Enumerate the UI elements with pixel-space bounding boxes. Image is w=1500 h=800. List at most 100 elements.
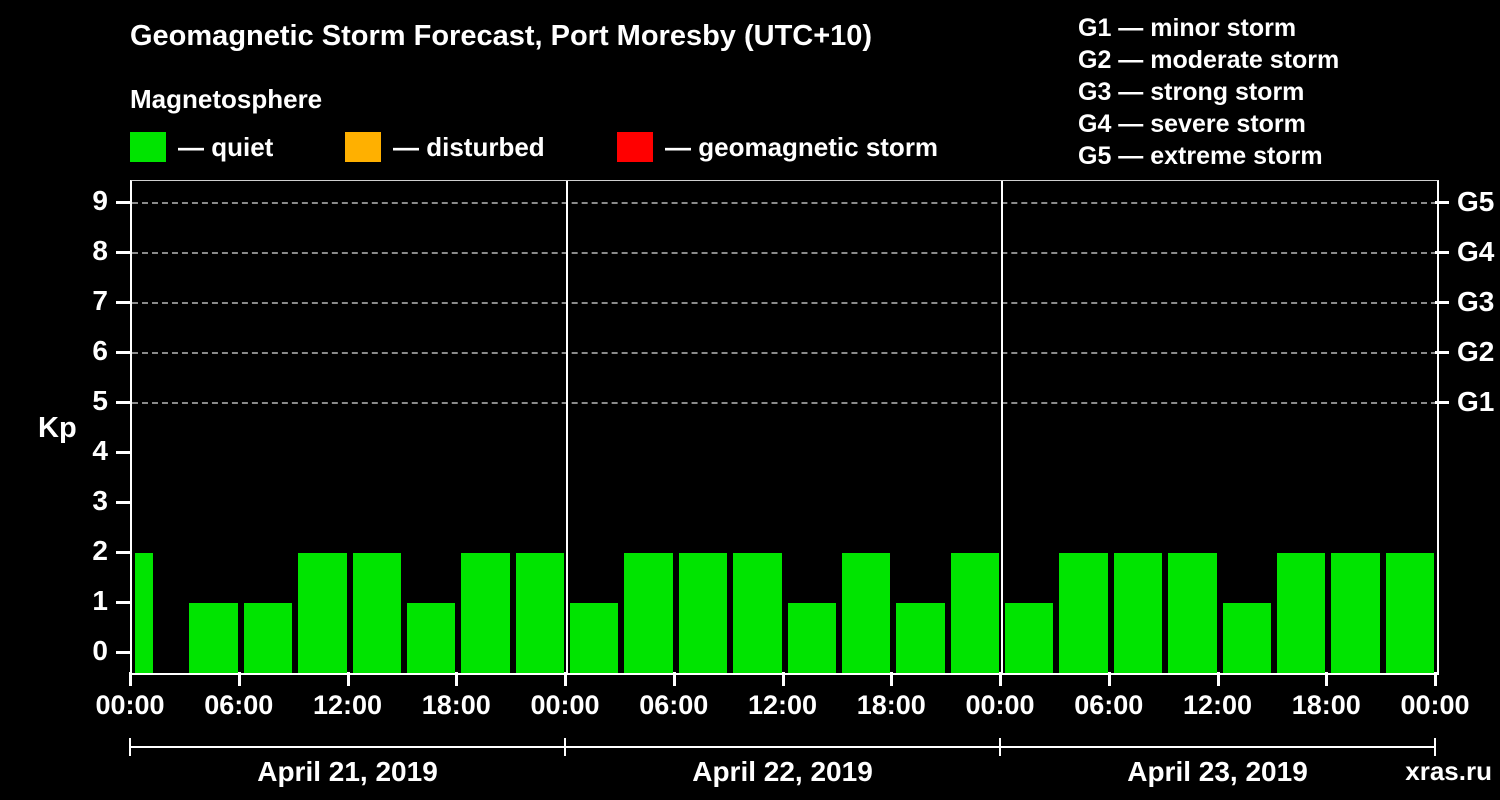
y-axis-tick — [116, 401, 130, 404]
g-legend-item: G5 — extreme storm — [1078, 142, 1323, 170]
g-threshold-gridline — [132, 402, 1437, 404]
y-tick-label: 9 — [92, 185, 108, 216]
y-axis-tick — [116, 501, 130, 504]
x-axis-tick — [1107, 672, 1111, 686]
kp-bar — [841, 553, 891, 673]
right-axis-label-g4: G4 — [1457, 236, 1495, 267]
legend-item-disturbed: — disturbed — [345, 130, 545, 164]
kp-bar — [406, 603, 456, 673]
date-axis-line — [130, 746, 1435, 748]
date-label: April 22, 2019 — [692, 756, 873, 787]
x-axis-tick — [672, 672, 676, 686]
kp-bar — [896, 603, 945, 673]
x-tick-label: 18:00 — [856, 690, 926, 720]
kp-bar — [1113, 553, 1163, 673]
y-axis-tick — [116, 651, 130, 654]
x-axis-tick — [346, 672, 350, 686]
kp-bar — [1276, 553, 1326, 673]
x-tick-label: 06:00 — [204, 690, 274, 720]
kp-bar — [243, 603, 293, 673]
x-tick-label: 12:00 — [1182, 690, 1253, 720]
legend-item-quiet: — quiet — [130, 130, 273, 164]
kp-bar — [515, 553, 564, 673]
right-axis-tick — [1435, 251, 1449, 254]
x-tick-label: 00:00 — [965, 690, 1035, 720]
g-threshold-gridline — [132, 202, 1437, 204]
x-axis-tick — [455, 672, 459, 686]
page-title: Geomagnetic Storm Forecast, Port Moresby… — [130, 20, 873, 52]
kp-bar — [461, 553, 510, 673]
g-threshold-gridline — [132, 302, 1437, 304]
y-tick-label: 0 — [92, 635, 108, 666]
y-tick-label: 7 — [92, 285, 108, 316]
right-axis-label-g2: G2 — [1457, 336, 1495, 367]
y-axis-tick — [116, 301, 130, 304]
watermark-xras: xras.ru — [1405, 756, 1492, 786]
x-axis-tick — [999, 672, 1002, 686]
date-label: April 21, 2019 — [257, 756, 438, 787]
y-axis-tick — [116, 451, 130, 454]
right-axis-tick — [1435, 201, 1449, 204]
kp-bar — [135, 553, 153, 673]
y-axis-tick — [116, 601, 130, 604]
disturbed-color-swatch — [345, 132, 381, 162]
x-axis-tick — [890, 672, 894, 686]
x-axis-tick — [129, 672, 132, 686]
y-tick-label: 8 — [92, 235, 108, 266]
y-tick-label: 2 — [92, 535, 108, 566]
kp-bar — [1385, 553, 1434, 673]
storm-label: — geomagnetic storm — [665, 131, 939, 162]
kp-bar — [1331, 553, 1380, 673]
x-tick-label: 06:00 — [1074, 690, 1144, 720]
date-axis-tick — [999, 738, 1001, 756]
kp-bar — [352, 553, 401, 673]
y-tick-label: 4 — [92, 435, 108, 466]
g-threshold-gridline — [132, 352, 1437, 354]
x-tick-label: 06:00 — [639, 690, 709, 720]
y-axis-tick — [116, 351, 130, 354]
disturbed-label: — disturbed — [393, 131, 545, 162]
kp-bar — [1168, 553, 1217, 673]
y-axis-tick — [116, 251, 130, 254]
magnetosphere-label: Magnetosphere — [130, 84, 323, 114]
quiet-color-swatch — [130, 132, 166, 162]
x-tick-label: 00:00 — [95, 690, 165, 720]
kp-bar — [189, 603, 238, 673]
date-axis-tick — [129, 738, 131, 756]
x-tick-label: 00:00 — [1400, 690, 1470, 720]
right-axis-label-g3: G3 — [1457, 286, 1495, 317]
x-axis-tick — [564, 672, 567, 686]
g-threshold-gridline — [132, 252, 1437, 254]
kp-bar — [1005, 603, 1054, 673]
kp-bar — [624, 553, 673, 673]
g-legend-item: G2 — moderate storm — [1078, 46, 1340, 74]
date-axis-tick — [1434, 738, 1436, 756]
date-label: April 23, 2019 — [1127, 756, 1308, 787]
day-separator-line — [566, 181, 568, 673]
y-axis-label: Kp — [38, 412, 77, 444]
right-axis-label-g5: G5 — [1457, 186, 1495, 217]
y-axis-tick — [116, 201, 130, 204]
x-tick-label: 12:00 — [747, 690, 818, 720]
x-axis-tick — [781, 672, 785, 686]
x-axis-tick — [1216, 672, 1220, 686]
quiet-label: — quiet — [178, 131, 274, 162]
x-axis-tick — [237, 672, 241, 686]
g-legend-item: G4 — severe storm — [1078, 110, 1306, 138]
kp-bar — [1059, 553, 1108, 673]
date-axis-tick — [564, 738, 566, 756]
kp-bar — [570, 603, 619, 673]
y-tick-label: 3 — [92, 485, 108, 516]
kp-bar — [678, 553, 728, 673]
x-tick-label: 00:00 — [530, 690, 600, 720]
day-separator-line — [1001, 181, 1003, 673]
y-axis-tick — [116, 551, 130, 554]
right-axis-label-g1: G1 — [1457, 386, 1495, 417]
x-tick-label: 12:00 — [312, 690, 383, 720]
legend-item-storm: — geomagnetic storm — [617, 130, 938, 164]
x-tick-label: 18:00 — [1291, 690, 1361, 720]
kp-bar — [950, 553, 999, 673]
g-scale-legend: G1 — minor storm G2 — moderate storm G3 — … — [1078, 12, 1339, 172]
right-axis-tick — [1435, 301, 1449, 304]
